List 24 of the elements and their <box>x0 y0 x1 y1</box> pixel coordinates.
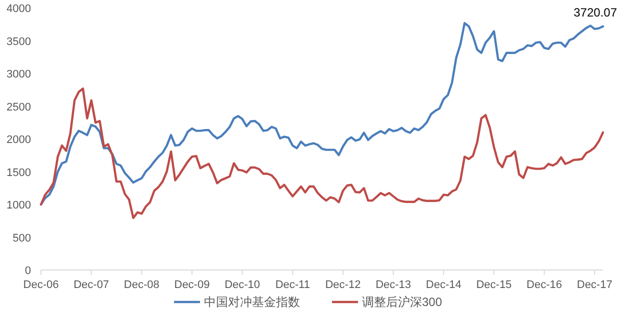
y-tick-label: 500 <box>12 232 31 244</box>
x-tick-label: Dec-11 <box>275 279 310 291</box>
x-tick-label: Dec-08 <box>124 279 160 291</box>
y-tick-label: 1000 <box>6 200 31 212</box>
y-tick-label: 3500 <box>6 36 31 48</box>
x-tick-label: Dec-06 <box>23 279 59 291</box>
x-tick-label: Dec-13 <box>376 279 412 291</box>
x-tick-label: Dec-16 <box>526 279 562 291</box>
legend-label: 中国对冲基金指数 <box>204 295 300 309</box>
x-tick-label: Dec-17 <box>576 279 612 291</box>
y-tick-label: 0 <box>24 265 31 277</box>
y-tick-label: 1500 <box>6 166 31 179</box>
x-tick-label: Dec-14 <box>426 279 462 291</box>
x-tick-label: Dec-07 <box>74 279 110 291</box>
legend-label: 调整后沪深300 <box>362 295 442 309</box>
x-tick-label: Dec-12 <box>325 279 361 291</box>
x-tick-label: Dec-15 <box>476 279 512 291</box>
y-tick-label: 2000 <box>6 134 31 146</box>
y-tick-label: 3000 <box>6 68 31 80</box>
y-tick-label: 2500 <box>6 101 31 114</box>
x-tick-label: Dec-10 <box>224 279 260 291</box>
annotation: 3720.07 <box>574 5 618 20</box>
y-tick-label: 4000 <box>6 3 31 15</box>
x-tick-label: Dec-09 <box>174 279 210 291</box>
